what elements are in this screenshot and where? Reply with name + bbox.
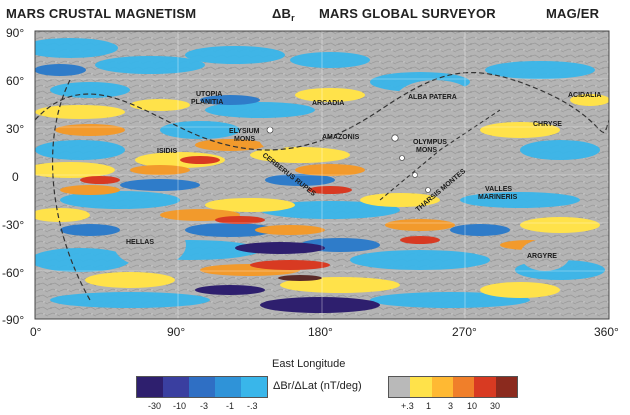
dashed-arc-west: [51, 79, 91, 301]
label-planitia: PLANITIA: [191, 99, 223, 106]
title-delta-br-subscript: r: [291, 13, 295, 23]
lon-tick-360: 360°: [594, 325, 619, 339]
pos-swatch-4: [474, 377, 496, 397]
label-olympus: OLYMPUS: [413, 139, 447, 146]
lat-tick-neg90: -90°: [2, 313, 25, 327]
dark-negative-layer: [195, 242, 380, 313]
map-field: UTOPIA PLANITIA ELYSIUM MONS ARCADIA ALB…: [35, 31, 609, 319]
cb-tick-pos10: 10: [467, 401, 478, 411]
pos-swatch-5: [495, 377, 517, 397]
title-mission: MARS GLOBAL SURVEYOR: [319, 6, 496, 21]
neg-swatch-5: [241, 377, 267, 397]
label-elysium: ELYSIUM: [229, 128, 260, 135]
neg-swatch-4: [215, 377, 241, 397]
colorbar-label: ΔBr/ΔLat (nT/deg): [273, 380, 362, 392]
lat-tick-30: 30°: [6, 122, 25, 136]
title-instrument: MAG/ER: [546, 6, 600, 21]
title-delta-b: ΔB: [272, 6, 292, 21]
lat-tick-60: 60°: [6, 74, 25, 88]
label-amazonis: AMAZONIS: [322, 134, 360, 141]
label-olympus-mons: MONS: [416, 147, 437, 154]
cb-tick-neg3: -3: [200, 401, 209, 411]
label-acidalia: ACIDALIA: [568, 92, 601, 99]
cb-tick-neg30: -30: [148, 401, 162, 411]
gray-basins: [114, 80, 570, 271]
title-left: MARS CRUSTAL MAGNETISM: [6, 6, 197, 21]
label-marineris: MARINERIS: [478, 194, 518, 201]
neg-swatch-2: [163, 377, 189, 397]
volcano-markers: [266, 126, 431, 193]
cb-tick-pos1: 1: [426, 401, 432, 411]
cb-tick-pos30: 30: [490, 401, 501, 411]
cb-tick-neg10: -10: [173, 401, 187, 411]
cb-tick-pos3: 3: [448, 401, 454, 411]
lon-tick-0: 0°: [30, 325, 42, 339]
lon-tick-270: 270°: [452, 325, 477, 339]
lat-tick-neg60: -60°: [2, 266, 25, 280]
label-arcadia: ARCADIA: [312, 100, 344, 107]
label-alba-patera: ALBA PATERA: [408, 94, 457, 101]
cb-tick-neg1: -1: [226, 401, 235, 411]
pos-swatch-1: [410, 377, 432, 397]
tharsis-line: [379, 109, 501, 201]
yellow-anomaly-layer: [35, 88, 609, 298]
map-frame: [34, 30, 610, 320]
pos-swatch-3: [452, 377, 475, 397]
dichotomy-boundary: [35, 72, 609, 151]
red-anomaly-layer: [80, 156, 440, 270]
cb-tick-pos03: +.3: [401, 401, 414, 411]
label-valles: VALLES: [485, 186, 512, 193]
title-delta-br: ΔBr: [272, 6, 295, 23]
label-elysium-mons: MONS: [234, 136, 255, 143]
label-hellas: HELLAS: [126, 239, 154, 246]
label-isidis: ISIDIS: [157, 148, 178, 155]
lat-tick-0: 0: [12, 170, 19, 184]
gridlines: [35, 31, 609, 319]
x-axis-title: East Longitude: [272, 358, 346, 370]
neutral-swatch: [389, 377, 411, 397]
neg-swatch-3: [189, 377, 215, 397]
colorbar-negative: [136, 376, 268, 398]
lon-tick-90: 90°: [167, 325, 186, 339]
colorbar-positive: [388, 376, 518, 398]
lon-tick-180: 180°: [308, 325, 333, 339]
neg-swatch-1: [137, 377, 163, 397]
pos-swatch-2: [431, 377, 453, 397]
lat-tick-90: 90°: [6, 26, 25, 40]
label-chryse: CHRYSE: [533, 121, 562, 128]
label-argyre: ARGYRE: [527, 253, 557, 260]
cb-tick-neg03: -.3: [247, 401, 258, 411]
label-utopia: UTOPIA: [196, 91, 222, 98]
darkest-positive-layer: [278, 275, 322, 281]
lat-tick-neg30: -30°: [2, 218, 25, 232]
